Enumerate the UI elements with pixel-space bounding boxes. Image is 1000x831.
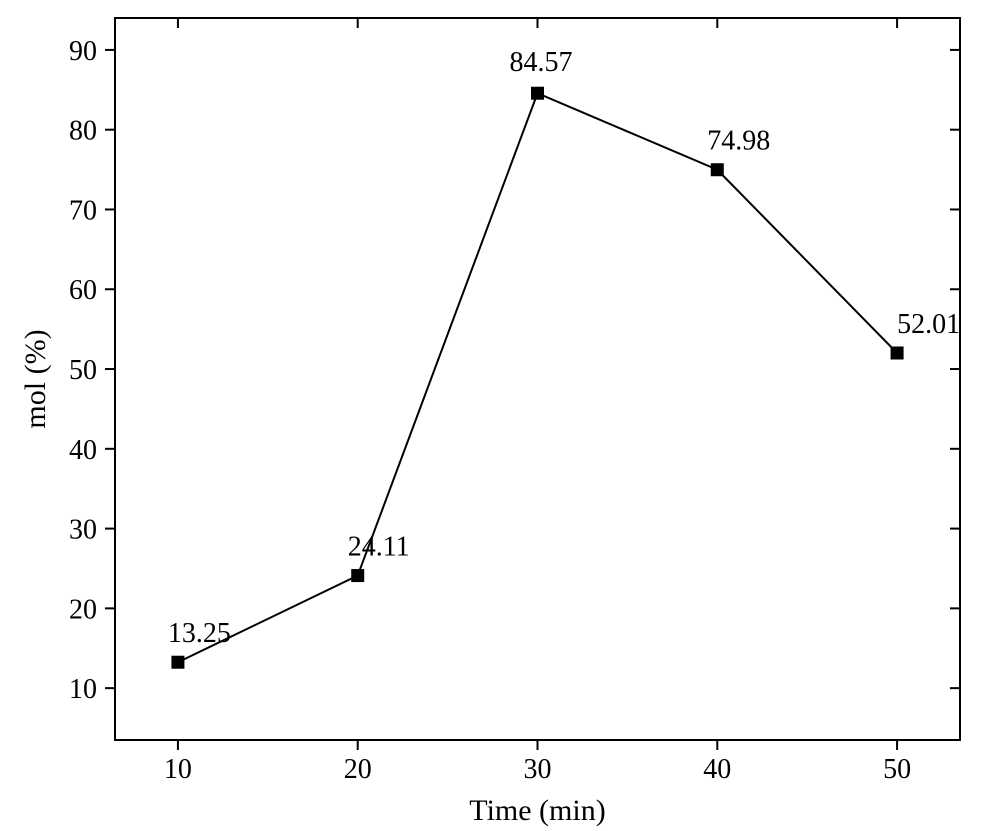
data-marker xyxy=(532,87,544,99)
x-tick-label: 20 xyxy=(344,754,372,785)
y-tick-label: 30 xyxy=(69,515,97,546)
x-tick-label: 30 xyxy=(524,754,552,785)
y-axis-label: mol (%) xyxy=(19,329,52,428)
x-tick-label: 10 xyxy=(164,754,192,785)
y-tick-label: 80 xyxy=(69,116,97,147)
data-marker xyxy=(172,656,184,668)
y-tick-label: 60 xyxy=(69,275,97,306)
data-marker xyxy=(891,347,903,359)
y-tick-label: 90 xyxy=(69,36,97,67)
point-label: 74.98 xyxy=(707,126,770,157)
point-label: 84.57 xyxy=(510,47,573,78)
x-axis-label: Time (min) xyxy=(469,794,605,827)
point-label: 52.01 xyxy=(897,309,960,340)
x-tick-label: 50 xyxy=(883,754,911,785)
y-tick-label: 10 xyxy=(69,674,97,705)
y-tick-label: 20 xyxy=(69,594,97,625)
point-label: 24.11 xyxy=(348,532,410,563)
data-marker xyxy=(711,164,723,176)
chart-container: 10 20 30 40 50 10 20 30 40 50 60 70 80 90 Time (min) mo… xyxy=(0,0,1000,831)
mol-vs-time-chart: 10 20 30 40 50 10 20 30 40 50 60 70 80 90 Time (min) mo… xyxy=(0,0,1000,831)
y-tick-label: 70 xyxy=(69,195,97,226)
x-tick-label: 40 xyxy=(703,754,731,785)
data-marker xyxy=(352,570,364,582)
y-tick-label: 40 xyxy=(69,435,97,466)
point-label: 13.25 xyxy=(168,618,231,649)
y-tick-label: 50 xyxy=(69,355,97,386)
